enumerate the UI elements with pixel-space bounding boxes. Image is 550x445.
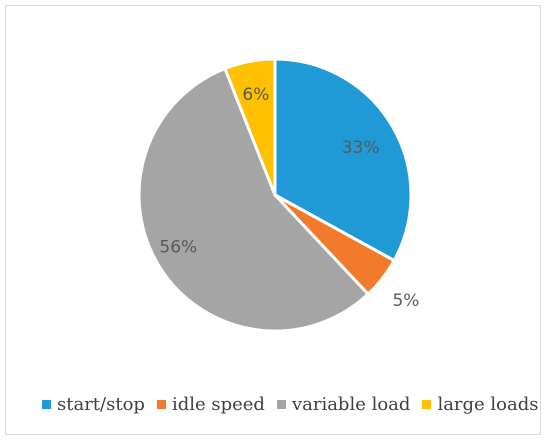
legend-swatch-start-stop: [42, 399, 51, 409]
legend-item-idle-speed: idle speed: [156, 393, 265, 415]
legend-item-variable-load: variable load: [276, 393, 411, 415]
legend-swatch-variable-load: [276, 399, 286, 409]
data-label-variable-load: 56%: [159, 237, 197, 257]
legend-item-large-loads: large loads: [422, 393, 539, 415]
legend-label-idle-speed: idle speed: [171, 393, 265, 415]
data-label-start-stop: 33%: [342, 138, 380, 158]
data-label-idle-speed: 5%: [392, 291, 419, 311]
legend-label-large-loads: large loads: [437, 393, 539, 415]
legend-swatch-large-loads: [422, 399, 432, 409]
legend-label-start-stop: start/stop: [57, 393, 145, 415]
pie-slice-start-stop: [273, 57, 413, 263]
pie-slice-large-loads: [223, 57, 277, 197]
pie-slice-variable-load: [137, 67, 370, 333]
legend-label-variable-load: variable load: [291, 393, 411, 415]
legend-swatch-idle-speed: [156, 399, 166, 409]
legend: start/stop idle speed variable load larg…: [42, 392, 539, 416]
legend-item-start-stop: start/stop: [42, 394, 145, 415]
data-label-large-loads: 6%: [242, 85, 269, 105]
